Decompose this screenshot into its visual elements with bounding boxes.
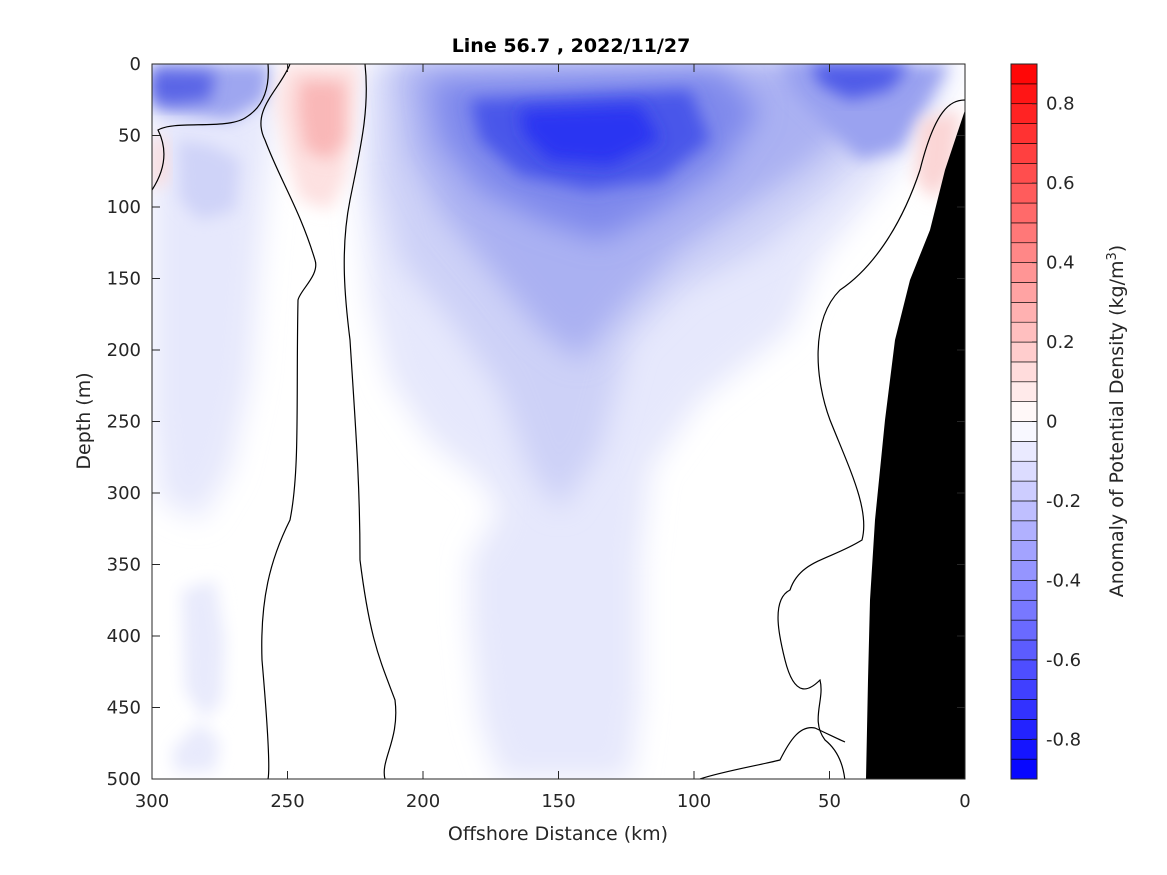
x-tick-label: 50 [818, 791, 841, 812]
plot-area [151, 63, 966, 780]
y-axis-label: Depth (m) [73, 372, 95, 469]
colorbar-level [1010, 719, 1038, 740]
colorbar-level [1010, 123, 1038, 144]
colorbar-level [1010, 83, 1038, 105]
x-tick-label: 100 [677, 791, 711, 812]
colorbar-level [1010, 341, 1038, 363]
colorbar-tick-label: -0.2 [1046, 491, 1081, 512]
colorbar-level [1010, 103, 1038, 124]
colorbar-tick-label: 0.4 [1046, 253, 1075, 274]
anomaly-region-surface-west-2 [152, 70, 215, 105]
colorbar-level [1010, 580, 1038, 601]
y-tick-label: 450 [107, 698, 141, 719]
colorbar-tick-label: -0.8 [1046, 729, 1081, 750]
colorbar-level [1010, 758, 1038, 780]
colorbar-level [1010, 639, 1038, 661]
bathymetry [866, 110, 965, 779]
y-tick-label: 100 [107, 197, 141, 218]
y-tick-label: 150 [107, 269, 141, 290]
chart-title: Line 56.7 , 2022/11/27 [452, 35, 691, 57]
colorbar-level [1010, 599, 1038, 621]
zero-contour-4 [777, 99, 965, 779]
zero-contour-5 [699, 727, 846, 779]
colorbar-ticks: 0.8 0.6 0.4 0.2 0 -0.2 -0.4 -0.6 -0.8 [1032, 94, 1081, 750]
colorbar-level [1010, 381, 1038, 402]
y-tick-label: 400 [107, 626, 141, 647]
colorbar-tick-label: 0.2 [1046, 332, 1075, 353]
anomaly-field [152, 64, 965, 779]
colorbar-level [1010, 619, 1038, 641]
colorbar-level [1010, 659, 1038, 680]
zero-contour-3 [343, 64, 397, 779]
x-tick-label: 300 [135, 791, 169, 812]
y-tick-label: 300 [107, 483, 141, 504]
colorbar-level [1010, 262, 1038, 283]
colorbar-tick-label: 0.6 [1046, 173, 1075, 194]
colorbar-level [1010, 401, 1038, 422]
anomaly-region-central-core [520, 105, 660, 165]
anomaly-region-east-1 [780, 64, 950, 160]
x-axis-label: Offshore Distance (km) [448, 823, 668, 845]
y-tick-label: 0 [130, 54, 141, 75]
colorbar-level [1010, 520, 1038, 541]
anomaly-region-faint-west-bottom [172, 722, 220, 772]
colorbar-level [1010, 302, 1038, 323]
colorbar-level [1010, 63, 1038, 85]
anomaly-region-east-2 [810, 64, 910, 100]
x-tick-label: 200 [406, 791, 440, 812]
colorbar-label: Anomaly of Potential Density (kg/m3) [1105, 245, 1129, 597]
colorbar-level [1010, 480, 1038, 502]
colorbar-tick-label: -0.6 [1046, 650, 1081, 671]
colorbar-tick-label: 0 [1046, 412, 1057, 433]
colorbar-tick-label: -0.4 [1046, 570, 1081, 591]
anomaly-region-faint-west-deep [182, 580, 225, 720]
colorbar-level [1010, 163, 1038, 184]
colorbar-level [1010, 421, 1038, 442]
y-tick-label: 200 [107, 340, 141, 361]
colorbar-level [1010, 540, 1038, 561]
colorbar-level [1010, 282, 1038, 303]
colorbar-level [1010, 441, 1038, 462]
anomaly-region-light-west [178, 140, 240, 220]
x-axis: 300 250 200 150 100 50 0 [135, 64, 971, 812]
colorbar-label-main: Anomaly of Potential Density (kg/m [1106, 261, 1128, 598]
x-tick-label: 0 [959, 791, 970, 812]
y-tick-label: 250 [107, 412, 141, 433]
colorbar-label-end: ) [1106, 245, 1128, 252]
colorbar-level [1010, 202, 1038, 224]
colorbar-label-sup: 3 [1105, 252, 1120, 260]
x-tick-label: 150 [541, 791, 575, 812]
colorbar-level [1010, 500, 1038, 522]
y-tick-label: 50 [118, 126, 141, 147]
colorbar-level [1010, 560, 1038, 581]
zero-contour-1 [152, 64, 269, 191]
colorbar-level [1010, 699, 1038, 720]
y-axis: 0 50 100 150 200 250 300 350 400 450 500 [107, 54, 965, 790]
colorbar [1010, 63, 1038, 780]
colorbar-level [1010, 361, 1038, 383]
colorbar-level [1010, 222, 1038, 244]
colorbar-level [1010, 321, 1038, 343]
colorbar-level [1010, 679, 1038, 700]
colorbar-level [1010, 242, 1038, 263]
colorbar-level [1010, 143, 1038, 164]
y-tick-label: 350 [107, 555, 141, 576]
colorbar-level [1010, 460, 1038, 482]
colorbar-level [1010, 182, 1038, 204]
y-tick-label: 500 [107, 769, 141, 790]
colorbar-tick-label: 0.8 [1046, 94, 1075, 115]
x-tick-label: 250 [270, 791, 304, 812]
colorbar-level [1010, 738, 1038, 760]
anomaly-region-positive-2 [298, 80, 345, 160]
zero-contour-2 [260, 64, 317, 779]
